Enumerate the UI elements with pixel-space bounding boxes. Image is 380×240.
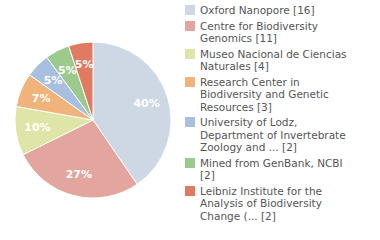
svg-text:5%: 5%: [75, 58, 94, 71]
svg-text:40%: 40%: [133, 97, 159, 110]
html-text:Centre for Biodiversity Genomi: Centre for Biodiversity Genomics [11]: [200, 19, 319, 44]
html-text:Leibniz Institute for the Anal: Leibniz Institute for the Analysis of Bi…: [200, 184, 323, 222]
html-text:Museo Nacional de Ciencias Nat: Museo Nacional de Ciencias Naturales [4]: [200, 47, 347, 72]
html-text:Mined from GenBank, NCBI [2]: Mined from GenBank, NCBI [2]: [200, 156, 343, 181]
svg-text:10%: 10%: [24, 121, 50, 134]
svg-text:5%: 5%: [43, 74, 63, 88]
svg-text:5%: 5%: [57, 63, 77, 77]
html-text:University of Lodz, Department: University of Lodz, Department of Invert…: [200, 116, 346, 153]
html-text:Oxford Nanopore [16]: Oxford Nanopore [16]: [200, 4, 315, 16]
svg-text:7%: 7%: [32, 92, 51, 105]
html-text:Research Center in Biodiversit: Research Center in Biodiversity and Gene…: [200, 75, 329, 113]
svg-text:27%: 27%: [66, 168, 92, 181]
